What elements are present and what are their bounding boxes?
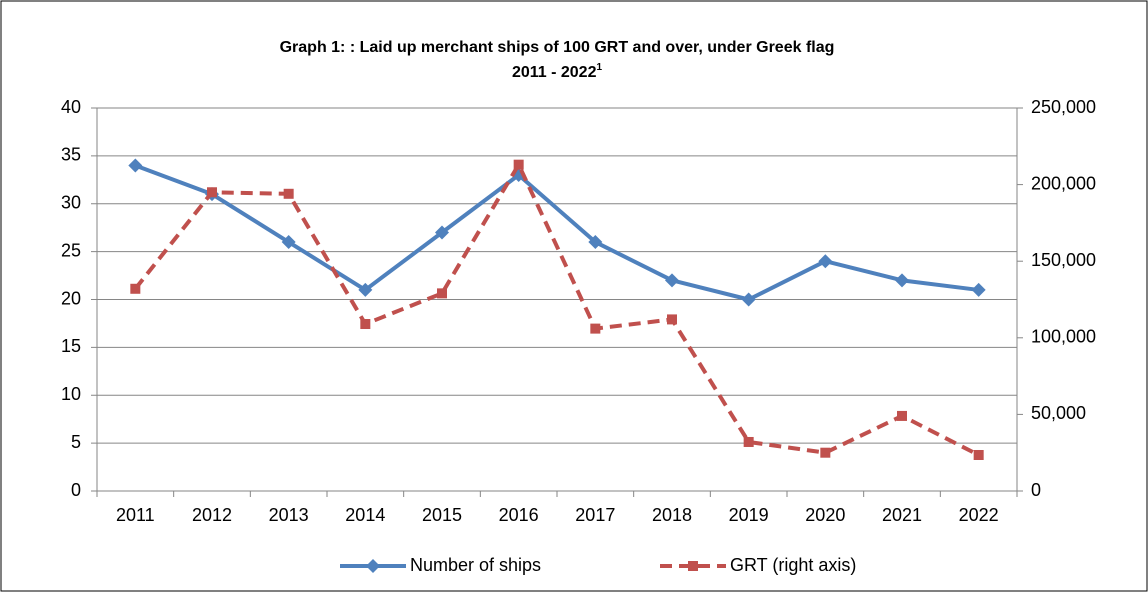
data-point (590, 323, 601, 334)
data-point (283, 188, 294, 199)
x-tick-label: 2017 (575, 505, 615, 525)
data-point (130, 283, 141, 294)
x-tick-label: 2011 (116, 505, 155, 525)
data-point (818, 254, 833, 269)
y-tick-label: 10 (61, 384, 81, 404)
y2-tick-label: 150,000 (1031, 250, 1096, 270)
legend-label: Number of ships (410, 555, 541, 575)
x-tick-label: 2013 (269, 505, 309, 525)
x-tick-label: 2012 (192, 505, 232, 525)
data-point (743, 436, 754, 447)
y-tick-label: 15 (61, 336, 81, 356)
title-footnote: 1 (596, 62, 602, 73)
y-tick-label: 30 (61, 193, 81, 213)
legend-label: GRT (right axis) (730, 555, 856, 575)
data-point (588, 235, 603, 250)
x-tick-label: 2015 (422, 505, 462, 525)
data-point (897, 410, 907, 421)
y2-tick-label: 200,000 (1031, 173, 1096, 193)
chart-title-line2: 2011 - 20221 (512, 62, 603, 82)
data-point (971, 282, 986, 297)
data-point (358, 282, 373, 297)
x-tick-label: 2020 (805, 505, 845, 525)
data-point (207, 187, 217, 198)
y-tick-label: 20 (61, 288, 81, 308)
y2-tick-label: 100,000 (1031, 327, 1096, 347)
x-tick-label: 2014 (345, 505, 385, 525)
data-point (513, 159, 524, 170)
y-tick-label: 35 (61, 145, 81, 165)
data-point (128, 158, 143, 173)
x-tick-label: 2016 (499, 505, 539, 525)
x-tick-label: 2021 (882, 505, 922, 525)
x-tick-label: 2019 (729, 505, 769, 525)
y2-tick-label: 50,000 (1031, 403, 1086, 423)
x-tick-label: 2018 (652, 505, 692, 525)
data-point (820, 447, 831, 458)
data-point (281, 235, 296, 250)
chart-title-text: 2011 - 2022 (512, 64, 597, 81)
y-tick-label: 25 (61, 240, 81, 260)
y-tick-label: 40 (61, 97, 81, 117)
data-point (741, 292, 756, 307)
y2-tick-label: 250,000 (1031, 97, 1096, 117)
data-point (360, 319, 371, 330)
data-point (665, 273, 679, 288)
series-line (133, 162, 980, 457)
data-point (973, 449, 984, 460)
data-point (435, 225, 449, 240)
data-point (667, 314, 677, 325)
y-tick-label: 5 (71, 432, 81, 452)
y-tick-label: 0 (71, 480, 81, 500)
data-point (895, 273, 909, 288)
data-point (437, 288, 447, 299)
legend-marker (366, 559, 380, 573)
chart-title: Graph 1: : Laid up merchant ships of 100… (280, 39, 835, 56)
legend-marker (688, 561, 698, 571)
series-line (134, 163, 979, 302)
y2-tick-label: 0 (1031, 480, 1041, 500)
x-tick-label: 2022 (959, 505, 999, 525)
